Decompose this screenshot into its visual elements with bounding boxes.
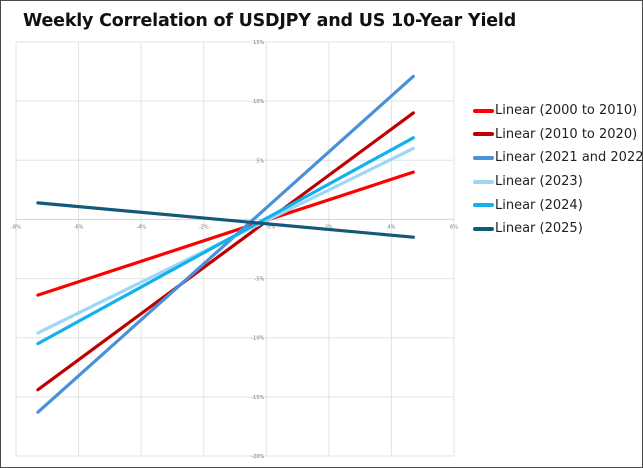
tick-labels: -8% -6% -4% -2% 0% 2% 4% 6% 15% 10% 5% -5% -10% -15% -… xyxy=(11,40,458,460)
x-tick-label: -6% xyxy=(74,224,84,230)
legend-item: Linear (2025) xyxy=(473,217,643,241)
legend-swatch xyxy=(473,155,494,160)
legend-label: Linear (2024) xyxy=(495,197,583,213)
legend-swatch xyxy=(473,132,494,137)
legend-swatch xyxy=(473,179,494,184)
legend-swatch xyxy=(473,108,494,113)
x-tick-label: 4% xyxy=(387,224,395,230)
legend-swatch xyxy=(473,226,494,231)
x-tick-label: -4% xyxy=(136,224,146,230)
x-tick-label: 0% xyxy=(267,224,275,230)
legend-label: Linear (2000 to 2010) xyxy=(495,103,638,119)
y-tick-label: -15% xyxy=(251,395,264,401)
x-tick-label: 6% xyxy=(450,224,458,230)
series-line-2 xyxy=(36,74,415,414)
legend-label: Linear (2010 to 2020) xyxy=(495,126,638,142)
legend-label: Linear (2023) xyxy=(495,174,583,190)
legend-swatch xyxy=(473,203,494,208)
y-tick-label: 10% xyxy=(253,99,264,105)
legend-item: Linear (2010 to 2020) xyxy=(473,123,643,147)
y-tick-label: -5% xyxy=(255,277,265,283)
legend-item: Linear (2024) xyxy=(473,193,643,217)
legend-label: Linear (2021 and 2022) xyxy=(495,150,643,166)
chart-title: Weekly Correlation of USDJPY and US 10-Y… xyxy=(23,11,517,31)
legend-item: Linear (2023) xyxy=(473,170,643,194)
series-lines xyxy=(36,74,415,414)
legend-item: Linear (2000 to 2010) xyxy=(473,99,643,123)
x-tick-label: -2% xyxy=(199,224,209,230)
series-line-5 xyxy=(36,201,415,239)
y-tick-label: -10% xyxy=(251,336,264,342)
series-line-4 xyxy=(36,136,415,346)
legend: Linear (2000 to 2010) Linear (2010 to 202… xyxy=(473,99,643,241)
legend-label: Linear (2025) xyxy=(495,221,583,237)
x-tick-label: -8% xyxy=(11,224,21,230)
series-line-0 xyxy=(36,170,415,297)
legend-item: Linear (2021 and 2022) xyxy=(473,146,643,170)
grid xyxy=(15,41,455,457)
y-tick-label: 15% xyxy=(253,40,264,46)
y-tick-label: -20% xyxy=(251,454,264,460)
x-tick-label: 2% xyxy=(325,224,333,230)
y-tick-label: 5% xyxy=(256,158,264,164)
series-line-1 xyxy=(36,111,415,392)
